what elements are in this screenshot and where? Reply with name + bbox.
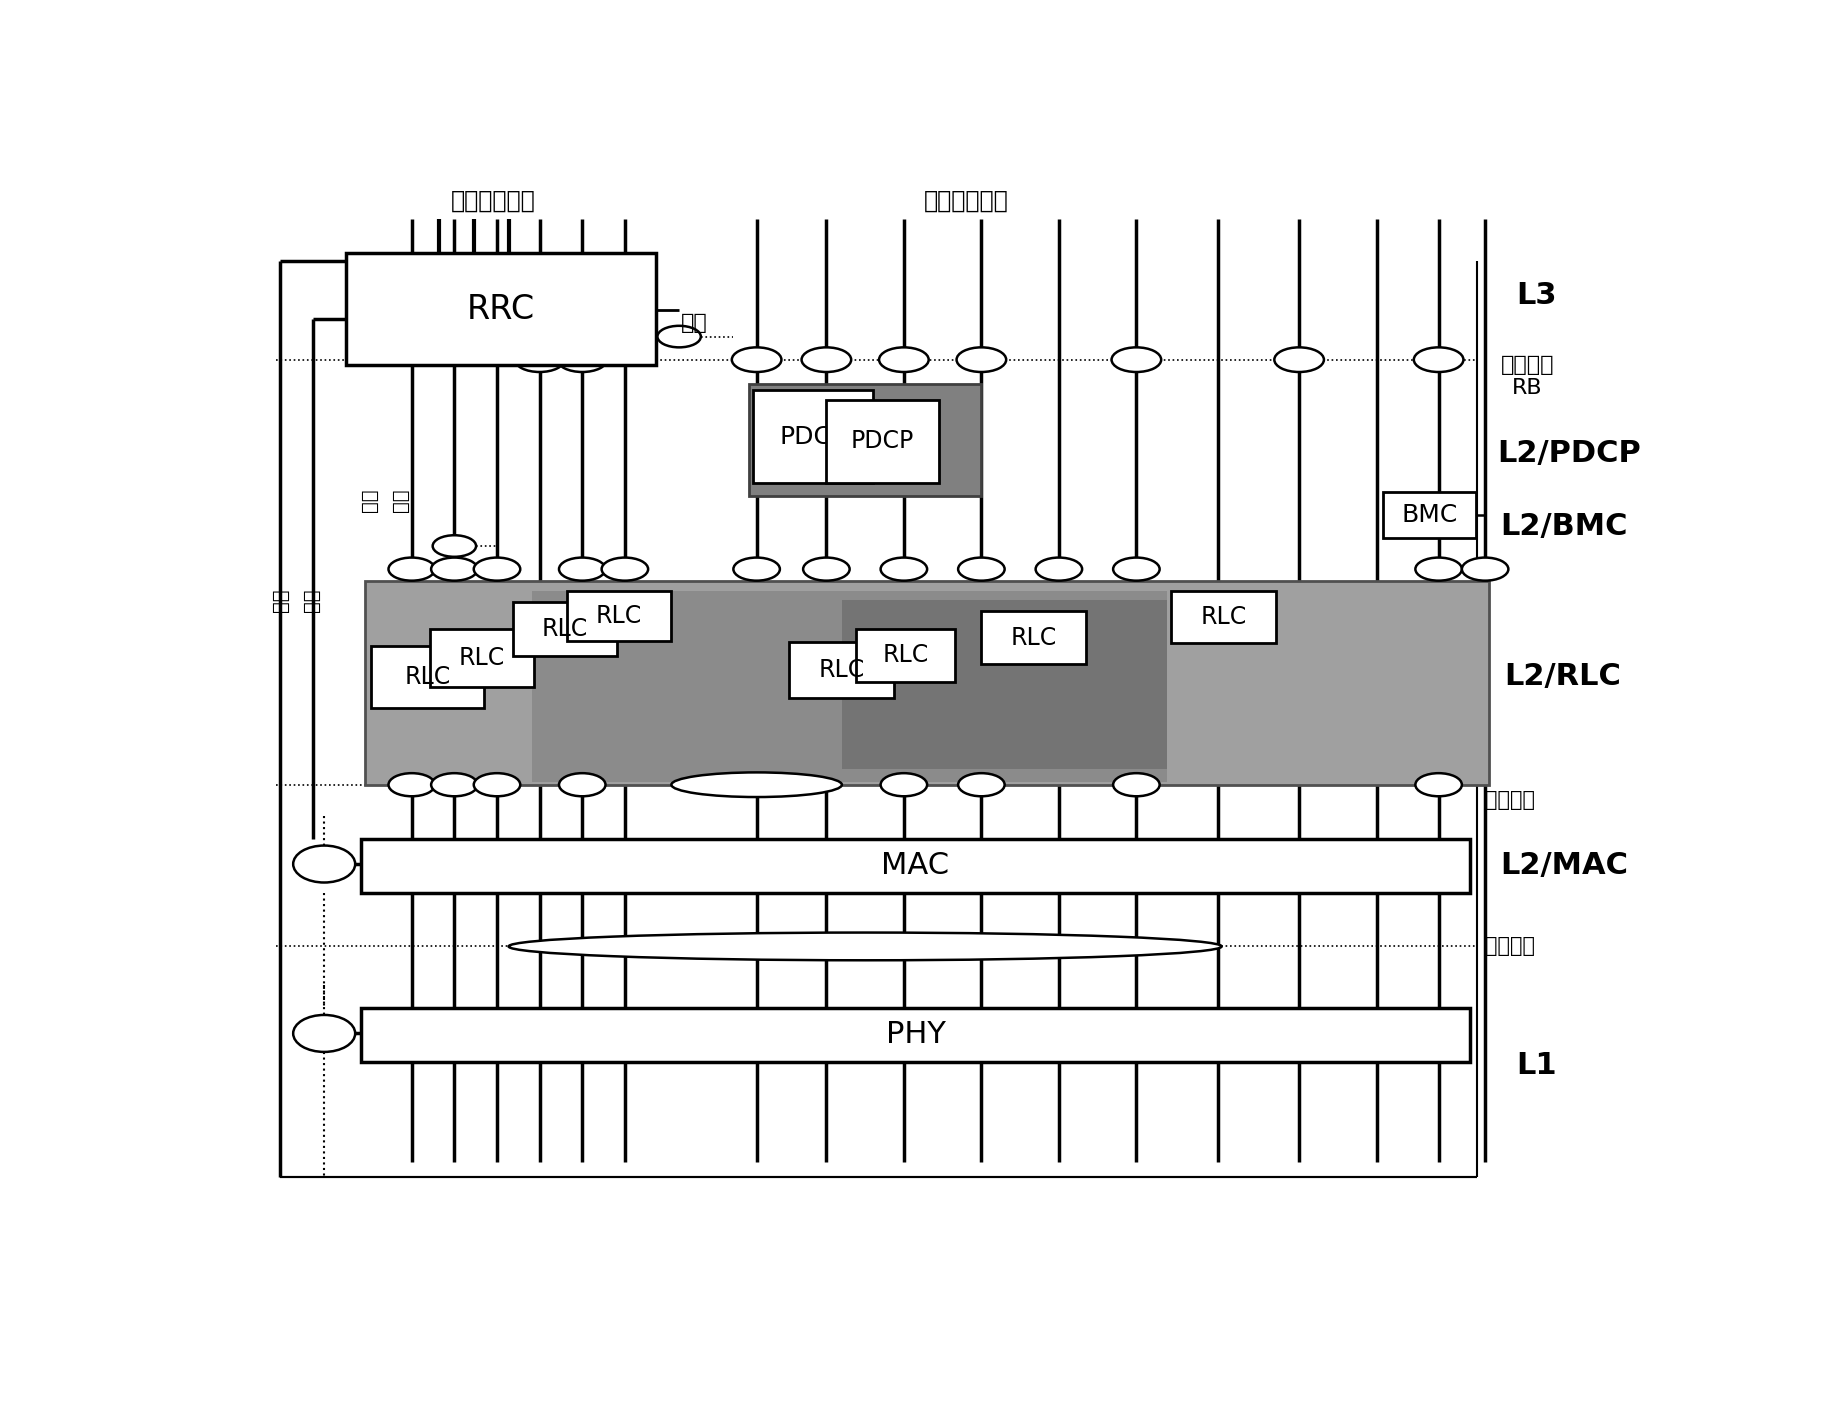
Text: RLC: RLC: [595, 603, 643, 627]
Ellipse shape: [294, 1015, 355, 1052]
Text: 控制: 控制: [270, 588, 290, 612]
Bar: [749, 384, 981, 496]
Bar: [371, 647, 483, 707]
Ellipse shape: [558, 558, 606, 581]
Bar: [430, 628, 535, 688]
Ellipse shape: [474, 558, 520, 581]
Bar: [533, 591, 1166, 782]
Text: RLC: RLC: [882, 644, 928, 668]
Text: RLC: RLC: [404, 665, 450, 689]
Bar: [362, 838, 1470, 893]
Ellipse shape: [658, 326, 702, 347]
Text: PDCP: PDCP: [779, 425, 847, 449]
Text: L2/MAC: L2/MAC: [1501, 851, 1629, 880]
Bar: [981, 612, 1086, 664]
Ellipse shape: [803, 558, 851, 581]
Ellipse shape: [432, 558, 478, 581]
Ellipse shape: [957, 347, 1007, 373]
Text: L3: L3: [1516, 281, 1556, 311]
Text: RLC: RLC: [459, 645, 505, 671]
Ellipse shape: [432, 773, 478, 796]
Ellipse shape: [880, 558, 928, 581]
Ellipse shape: [959, 558, 1005, 581]
Ellipse shape: [388, 773, 435, 796]
Ellipse shape: [434, 536, 476, 557]
Bar: [366, 581, 1490, 785]
Ellipse shape: [1113, 773, 1159, 796]
Text: RB: RB: [1512, 378, 1543, 398]
Ellipse shape: [880, 347, 930, 373]
Text: L2/RLC: L2/RLC: [1505, 662, 1622, 692]
Bar: [513, 602, 617, 657]
Text: RLC: RLC: [1010, 626, 1056, 650]
Bar: [753, 391, 873, 482]
Text: 用户平面信息: 用户平面信息: [924, 188, 1009, 214]
Text: 无线承载: 无线承载: [1501, 356, 1554, 375]
Bar: [841, 600, 1166, 769]
Text: MAC: MAC: [882, 851, 950, 880]
Text: 控制: 控制: [682, 312, 707, 333]
Bar: [345, 253, 656, 366]
Text: L1: L1: [1516, 1052, 1556, 1080]
Ellipse shape: [514, 347, 564, 373]
Bar: [1172, 591, 1277, 643]
Ellipse shape: [1036, 558, 1082, 581]
Text: 逻辑信道: 逻辑信道: [1484, 790, 1536, 810]
Ellipse shape: [474, 773, 520, 796]
Ellipse shape: [671, 772, 841, 797]
Text: PDCP: PDCP: [851, 429, 915, 453]
Text: 控制: 控制: [391, 488, 410, 512]
Ellipse shape: [557, 347, 606, 373]
Ellipse shape: [1414, 347, 1464, 373]
Bar: [827, 399, 939, 482]
Ellipse shape: [603, 558, 648, 581]
Text: BMC: BMC: [1402, 503, 1457, 527]
Bar: [790, 643, 895, 699]
Ellipse shape: [558, 773, 606, 796]
Ellipse shape: [1275, 347, 1324, 373]
Text: RLC: RLC: [817, 658, 865, 682]
Text: 控制: 控制: [301, 588, 320, 612]
Ellipse shape: [1414, 773, 1462, 796]
Ellipse shape: [801, 347, 851, 373]
Ellipse shape: [1111, 347, 1161, 373]
Ellipse shape: [509, 932, 1222, 960]
Ellipse shape: [959, 773, 1005, 796]
Text: RLC: RLC: [542, 617, 588, 641]
Text: L2/PDCP: L2/PDCP: [1497, 439, 1640, 468]
Ellipse shape: [731, 347, 781, 373]
Ellipse shape: [1462, 558, 1508, 581]
Ellipse shape: [880, 773, 928, 796]
Ellipse shape: [294, 845, 355, 883]
Ellipse shape: [733, 558, 781, 581]
Text: 传输信道: 传输信道: [1484, 936, 1536, 956]
Text: 控制: 控制: [360, 488, 378, 512]
Text: L2/BMC: L2/BMC: [1501, 512, 1628, 541]
Text: RRC: RRC: [467, 292, 535, 326]
Bar: [568, 591, 671, 641]
Ellipse shape: [388, 558, 435, 581]
Text: PHY: PHY: [885, 1021, 946, 1049]
Bar: [856, 628, 955, 682]
Text: RLC: RLC: [1200, 605, 1247, 628]
Text: 控制平面信令: 控制平面信令: [450, 188, 536, 214]
Ellipse shape: [1414, 558, 1462, 581]
Ellipse shape: [1113, 558, 1159, 581]
Bar: [1383, 492, 1475, 538]
Bar: [362, 1008, 1470, 1062]
